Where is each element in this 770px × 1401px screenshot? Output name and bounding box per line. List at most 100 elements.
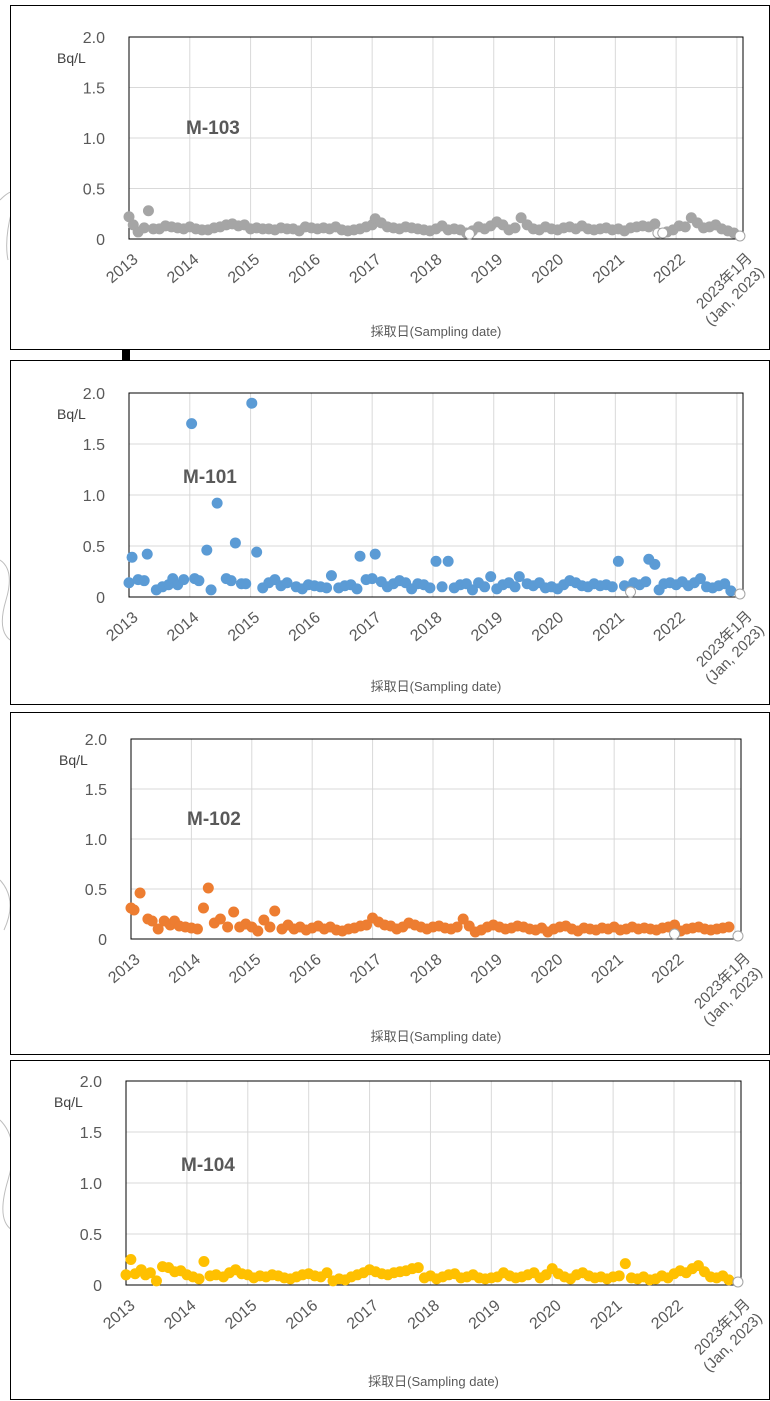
- y-tick-label: 0.5: [83, 182, 105, 199]
- x-tick-label: 2016: [286, 609, 324, 645]
- x-tick-label: 2017: [347, 609, 385, 645]
- x-tick-label: 2019: [468, 251, 506, 287]
- x-tick-label: 2021: [588, 1297, 626, 1333]
- data-point: [509, 222, 521, 234]
- x-tick-label: 2015: [225, 251, 263, 287]
- plot-area-frame: [130, 738, 742, 940]
- data-point: [515, 212, 527, 224]
- y-tick-label: 1.0: [80, 1176, 102, 1193]
- data-point: [138, 575, 150, 587]
- data-point: [723, 1274, 735, 1286]
- x-tick-label: 2022: [651, 609, 689, 645]
- data-point: [198, 1256, 210, 1268]
- y-axis-unit-label: Bq/L: [54, 1094, 83, 1110]
- x-tick-label: 2019: [468, 609, 506, 645]
- data-point: [134, 887, 146, 899]
- y-axis-unit-label: Bq/L: [57, 50, 86, 66]
- x-tick-label: 2018: [407, 251, 445, 287]
- data-point: [193, 575, 205, 587]
- y-tick-label: 2.0: [85, 732, 107, 749]
- data-point-below-detection: [625, 586, 637, 598]
- x-tick-label: 2022: [648, 1297, 686, 1333]
- data-point: [430, 555, 442, 567]
- data-point: [325, 570, 337, 582]
- x-tick-label: 2015: [222, 1297, 260, 1333]
- data-point: [649, 218, 661, 230]
- data-point: [719, 578, 731, 590]
- station-title: M-104: [181, 1155, 235, 1176]
- x-tick-label: 2020: [527, 1297, 565, 1333]
- chart-panel-m101: 2.0 1.5 1.0 0.5 0 Bq/L M-101 2013 2014 2015 2016 20…: [10, 360, 770, 705]
- data-point: [228, 906, 240, 918]
- plot-area-frame: [125, 1080, 742, 1286]
- x-tick-label: 2020: [529, 251, 567, 287]
- data-point: [191, 923, 203, 935]
- station-title: M-102: [187, 809, 241, 830]
- data-point: [251, 546, 263, 558]
- y-tick-label: 0.5: [80, 1227, 102, 1244]
- x-tick-label: 2013: [103, 251, 141, 287]
- x-tick-label: 2017: [344, 1297, 382, 1333]
- data-point: [201, 544, 213, 556]
- data-point: [186, 418, 198, 430]
- x-tick-label: 2021: [590, 251, 628, 287]
- data-point: [258, 914, 270, 926]
- y-tick-label: 1.5: [85, 782, 107, 799]
- x-tick-label: 2015: [225, 609, 263, 645]
- data-point: [612, 555, 624, 567]
- data-point: [138, 222, 150, 234]
- data-point: [152, 923, 164, 935]
- data-point: [412, 1262, 424, 1274]
- data-point: [451, 921, 463, 933]
- x-tick-label: 2014: [164, 609, 202, 645]
- data-point: [640, 576, 652, 588]
- x-tick-label: 2017: [347, 251, 385, 287]
- x-tick-label: 2014: [164, 251, 202, 287]
- x-tick-label: 2019: [466, 1297, 504, 1333]
- y-tick-label: 0: [93, 1278, 102, 1295]
- data-point: [694, 573, 706, 585]
- data-point: [202, 882, 214, 894]
- y-tick-label: 1.5: [83, 81, 105, 98]
- data-point: [214, 913, 226, 925]
- data-point: [229, 537, 241, 549]
- x-tick-label: 2016: [283, 1297, 321, 1333]
- chart-panel-m104: 2.0 1.5 1.0 0.5 0 Bq/L M-104 2013 2014 2015 2016 20…: [10, 1060, 770, 1400]
- y-tick-label: 1.0: [83, 488, 105, 505]
- y-tick-label: 2.0: [80, 1074, 102, 1091]
- data-point-below-detection: [463, 228, 475, 240]
- y-tick-label: 2.0: [83, 386, 105, 403]
- data-point: [205, 584, 217, 596]
- x-tick-label: 2019: [468, 951, 506, 987]
- data-point-below-detection: [732, 930, 744, 942]
- data-point-below-detection: [734, 230, 746, 242]
- chart-m104: 2.0 1.5 1.0 0.5 0 Bq/L M-104 2013 2014 2015 2016 20…: [54, 1074, 766, 1389]
- data-point: [649, 558, 661, 570]
- data-point: [146, 915, 158, 927]
- x-tick-label: 2021: [590, 609, 628, 645]
- data-point: [246, 397, 258, 409]
- data-point: [252, 925, 264, 937]
- data-point: [369, 548, 381, 560]
- data-point: [442, 555, 454, 567]
- y-tick-label: 1.0: [85, 832, 107, 849]
- data-point: [225, 575, 237, 587]
- y-tick-label: 0.5: [83, 539, 105, 556]
- chart-m101: 2.0 1.5 1.0 0.5 0 Bq/L M-101 2013 2014 2015 2016 20…: [57, 386, 768, 694]
- x-tick-label: 2018: [407, 609, 445, 645]
- x-tick-label: 2020: [529, 609, 567, 645]
- x-axis-title: 採取日(Sampling date): [368, 1374, 499, 1389]
- y-tick-label: 0.5: [85, 882, 107, 899]
- data-point: [466, 584, 478, 596]
- x-tick-label: 2021: [589, 951, 627, 987]
- data-point: [222, 921, 234, 933]
- y-tick-label: 1.5: [83, 437, 105, 454]
- plot-area-frame: [128, 36, 744, 240]
- data-point: [619, 1258, 631, 1270]
- data-point: [144, 1267, 156, 1279]
- data-point-below-detection: [734, 588, 746, 600]
- data-point: [321, 1267, 333, 1279]
- data-point: [725, 585, 737, 597]
- data-point: [197, 902, 209, 914]
- x-tick-label: 2013: [103, 609, 141, 645]
